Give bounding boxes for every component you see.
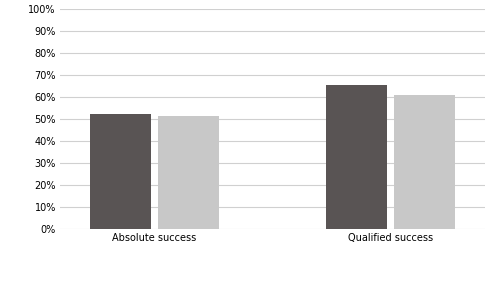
Bar	[326, 85, 388, 229]
Bar	[158, 116, 219, 229]
Bar	[90, 114, 152, 229]
Bar	[394, 95, 455, 229]
Legend: Trabeculectomy, Deep non-penetrating sclerectomy: Trabeculectomy, Deep non-penetrating scl…	[126, 289, 419, 293]
